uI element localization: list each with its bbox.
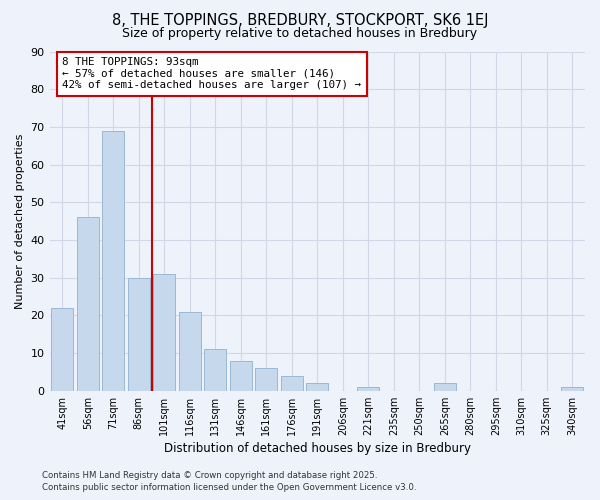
Bar bbox=[77, 218, 98, 391]
Text: 8, THE TOPPINGS, BREDBURY, STOCKPORT, SK6 1EJ: 8, THE TOPPINGS, BREDBURY, STOCKPORT, SK… bbox=[112, 12, 488, 28]
Bar bbox=[230, 360, 251, 391]
Bar bbox=[358, 387, 379, 391]
Bar bbox=[281, 376, 302, 391]
X-axis label: Distribution of detached houses by size in Bredbury: Distribution of detached houses by size … bbox=[164, 442, 471, 455]
Bar bbox=[205, 350, 226, 391]
Text: 8 THE TOPPINGS: 93sqm
← 57% of detached houses are smaller (146)
42% of semi-det: 8 THE TOPPINGS: 93sqm ← 57% of detached … bbox=[62, 57, 361, 90]
Text: Contains HM Land Registry data © Crown copyright and database right 2025.
Contai: Contains HM Land Registry data © Crown c… bbox=[42, 471, 416, 492]
Bar bbox=[52, 308, 73, 391]
Bar bbox=[103, 130, 124, 391]
Bar bbox=[562, 387, 583, 391]
Text: Size of property relative to detached houses in Bredbury: Size of property relative to detached ho… bbox=[122, 28, 478, 40]
Bar bbox=[434, 384, 455, 391]
Bar bbox=[179, 312, 200, 391]
Bar bbox=[307, 384, 328, 391]
Bar bbox=[256, 368, 277, 391]
Bar bbox=[128, 278, 149, 391]
Bar bbox=[154, 274, 175, 391]
Y-axis label: Number of detached properties: Number of detached properties bbox=[15, 134, 25, 309]
